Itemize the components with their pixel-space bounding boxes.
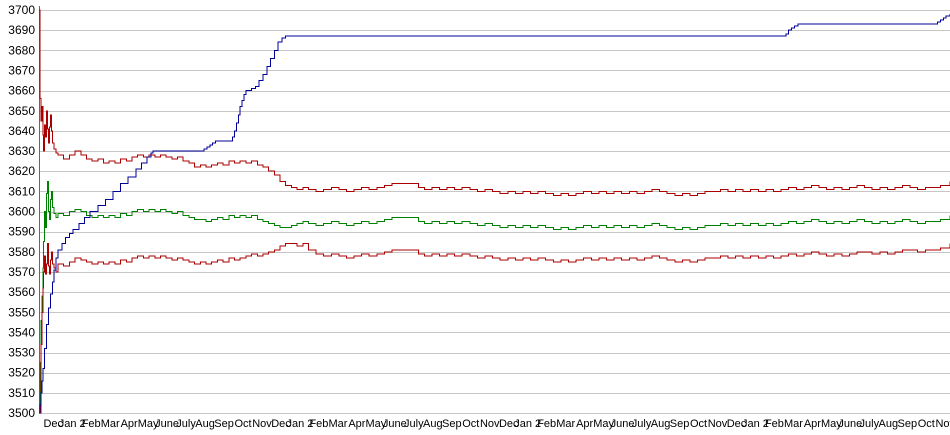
y-axis-label: 3500 bbox=[8, 406, 35, 420]
y-axis-label: 3600 bbox=[8, 205, 35, 219]
green-line bbox=[39, 180, 950, 414]
x-axis-label: Apr bbox=[804, 418, 821, 430]
x-axis-label: Nov bbox=[480, 418, 500, 430]
x-axis-label: Apr bbox=[348, 418, 365, 430]
y-axis-label: 3510 bbox=[8, 386, 35, 400]
x-axis-label: Sep bbox=[442, 418, 462, 430]
x-axis-label: Jan 2 bbox=[287, 418, 314, 430]
x-axis-label: June bbox=[838, 418, 862, 430]
y-axis-label: 3560 bbox=[8, 285, 35, 299]
x-axis-label: June bbox=[611, 418, 635, 430]
y-axis-label: 3540 bbox=[8, 325, 35, 339]
x-axis-label: Jan 2 bbox=[742, 418, 769, 430]
x-axis-label: Jan 2 bbox=[59, 418, 86, 430]
x-axis-label: Sep bbox=[898, 418, 918, 430]
x-axis-label: Sep bbox=[670, 418, 690, 430]
x-axis-label: Mar bbox=[328, 418, 347, 430]
red-upper-line bbox=[39, 9, 950, 196]
x-axis-label: Feb bbox=[309, 418, 328, 430]
y-axis-label: 3570 bbox=[8, 265, 35, 279]
x-axis-label: Feb bbox=[537, 418, 556, 430]
x-axis-label: May bbox=[365, 418, 386, 430]
y-axis-label: 3530 bbox=[8, 346, 35, 360]
x-axis-label: Oct bbox=[462, 418, 479, 430]
x-axis-label: Apr bbox=[121, 418, 138, 430]
x-axis-label: Aug bbox=[651, 418, 671, 430]
y-axis-label: 3590 bbox=[8, 225, 35, 239]
x-axis-label: Aug bbox=[195, 418, 215, 430]
x-axis-label: May bbox=[593, 418, 614, 430]
x-axis-label: Oct bbox=[918, 418, 935, 430]
x-axis-label: Apr bbox=[576, 418, 593, 430]
y-axis-label: 3650 bbox=[8, 104, 35, 118]
x-axis-label: Mar bbox=[784, 418, 803, 430]
x-axis-label: Dec bbox=[43, 418, 63, 430]
x-axis-label: June bbox=[155, 418, 179, 430]
x-axis-label: Nov bbox=[708, 418, 728, 430]
x-axis-label: Nov bbox=[252, 418, 272, 430]
x-axis-label: Mar bbox=[101, 418, 120, 430]
x-axis-label: July bbox=[632, 418, 652, 430]
y-axis-label: 3690 bbox=[8, 23, 35, 37]
x-axis-label: June bbox=[383, 418, 407, 430]
y-axis-label: 3660 bbox=[8, 84, 35, 98]
y-axis-label: 3640 bbox=[8, 124, 35, 138]
x-axis-label: Oct bbox=[690, 418, 707, 430]
x-axis-label: Dec bbox=[499, 418, 519, 430]
y-axis-label: 3520 bbox=[8, 366, 35, 380]
x-axis-label: May bbox=[138, 418, 159, 430]
x-axis-label: Aug bbox=[879, 418, 899, 430]
x-axis-label: July bbox=[860, 418, 880, 430]
y-axis-label: 3610 bbox=[8, 184, 35, 198]
red-lower-line bbox=[39, 243, 950, 414]
x-axis-label: Dec bbox=[727, 418, 747, 430]
x-axis-label: Sep bbox=[214, 418, 234, 430]
x-axis-label: Oct bbox=[234, 418, 251, 430]
y-axis-label: 3700 bbox=[8, 3, 35, 17]
x-axis-label: July bbox=[176, 418, 196, 430]
x-axis-label: Feb bbox=[765, 418, 784, 430]
x-axis-label: Nov bbox=[935, 418, 950, 430]
y-axis-label: 3580 bbox=[8, 245, 35, 259]
x-axis-label: Mar bbox=[556, 418, 575, 430]
y-axis-label: 3670 bbox=[8, 63, 35, 77]
x-axis-label: Aug bbox=[423, 418, 443, 430]
y-axis-label: 3620 bbox=[8, 164, 35, 178]
x-axis-label: Dec bbox=[271, 418, 291, 430]
x-axis-label: Feb bbox=[82, 418, 101, 430]
x-axis-label: May bbox=[821, 418, 842, 430]
x-axis-label: Jan 2 bbox=[514, 418, 541, 430]
x-axis-label: July bbox=[404, 418, 424, 430]
y-axis-label: 3550 bbox=[8, 305, 35, 319]
y-axis-label: 3630 bbox=[8, 144, 35, 158]
blue-line bbox=[39, 14, 950, 414]
y-axis-label: 3680 bbox=[8, 43, 35, 57]
